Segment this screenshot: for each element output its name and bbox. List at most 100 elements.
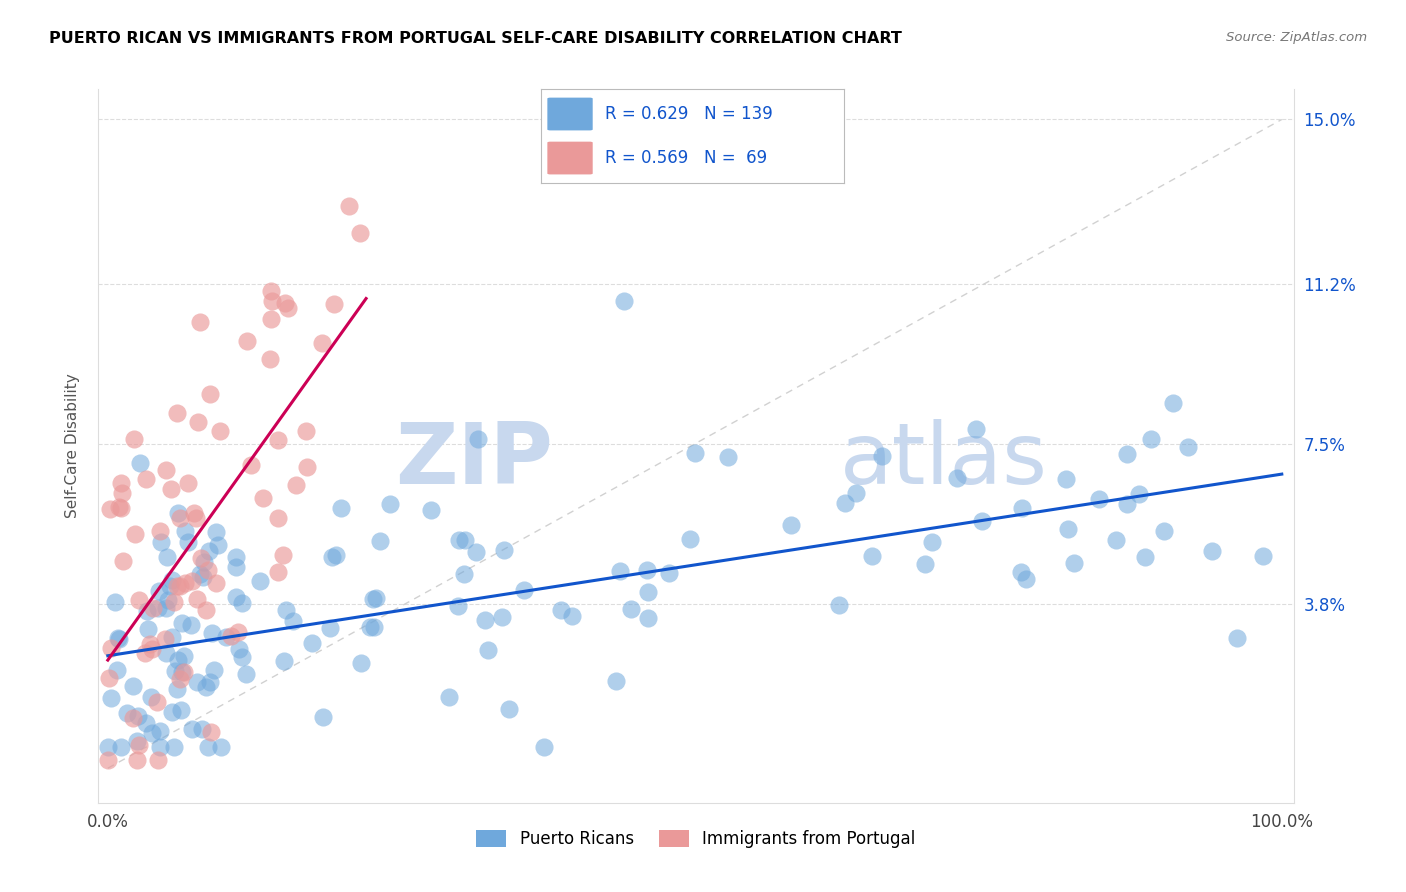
Point: [149, 524, 172, 539]
Point: [198, 386, 221, 401]
Point: [174, 524, 197, 538]
Text: R = 0.569   N =  69: R = 0.569 N = 69: [605, 149, 766, 167]
Point: [679, 532, 702, 546]
Point: [115, 706, 138, 721]
Point: [107, 632, 129, 646]
Point: [1010, 565, 1032, 579]
Point: [129, 456, 152, 470]
Point: [249, 574, 271, 589]
Point: [97, 739, 120, 754]
Point: [1226, 631, 1249, 645]
Point: [337, 199, 360, 213]
Point: [169, 672, 191, 686]
Point: [311, 335, 333, 350]
Point: [273, 654, 295, 668]
Point: [914, 557, 936, 571]
Point: [274, 602, 297, 616]
Point: [135, 716, 157, 731]
Point: [259, 352, 281, 367]
Point: [169, 578, 191, 592]
Point: [141, 725, 163, 739]
Point: [186, 592, 208, 607]
Point: [200, 725, 222, 739]
Point: [166, 579, 188, 593]
Point: [134, 646, 156, 660]
Point: [1063, 556, 1085, 570]
Point: [156, 550, 179, 565]
Point: [100, 690, 122, 705]
Point: [474, 613, 496, 627]
Text: PUERTO RICAN VS IMMIGRANTS FROM PORTUGAL SELF-CARE DISABILITY CORRELATION CHART: PUERTO RICAN VS IMMIGRANTS FROM PORTUGAL…: [49, 31, 903, 46]
Point: [197, 563, 219, 577]
Point: [454, 533, 477, 547]
Point: [163, 739, 186, 754]
Point: [295, 460, 318, 475]
Point: [128, 592, 150, 607]
Point: [191, 722, 214, 736]
Point: [193, 570, 215, 584]
Point: [1135, 550, 1157, 565]
Point: [366, 591, 388, 605]
Point: [240, 458, 263, 472]
Point: [138, 622, 160, 636]
Point: [193, 555, 215, 569]
Point: [231, 596, 253, 610]
Point: [197, 739, 219, 754]
Point: [447, 533, 470, 548]
Point: [780, 518, 803, 533]
Point: [202, 663, 225, 677]
Point: [266, 566, 288, 580]
Point: [231, 650, 253, 665]
Point: [186, 675, 208, 690]
Point: [135, 472, 157, 486]
Point: [260, 312, 283, 326]
Point: [165, 665, 187, 679]
Legend: Puerto Ricans, Immigrants from Portugal: Puerto Ricans, Immigrants from Portugal: [470, 823, 922, 855]
Point: [111, 486, 134, 500]
Point: [330, 501, 353, 516]
Point: [181, 723, 204, 737]
Point: [368, 534, 391, 549]
Point: [870, 449, 893, 463]
Point: [153, 632, 176, 647]
Point: [149, 724, 172, 739]
Point: [122, 679, 145, 693]
Point: [155, 646, 177, 660]
Point: [1115, 447, 1137, 461]
Point: [111, 554, 134, 568]
Point: [135, 604, 157, 618]
Point: [155, 463, 177, 477]
Point: [972, 514, 994, 528]
Point: [190, 566, 212, 581]
Point: [1056, 522, 1078, 536]
Point: [683, 446, 706, 460]
Point: [613, 294, 636, 309]
Point: [141, 641, 163, 656]
Point: [363, 620, 385, 634]
Point: [225, 550, 247, 565]
Point: [201, 625, 224, 640]
Point: [145, 695, 167, 709]
Point: [166, 406, 188, 420]
Point: [141, 690, 163, 704]
Point: [124, 526, 146, 541]
Point: [637, 611, 659, 625]
Point: [1251, 549, 1274, 563]
Point: [209, 739, 232, 754]
Point: [1177, 441, 1199, 455]
Point: [1054, 472, 1077, 486]
Point: [177, 475, 200, 490]
Point: [262, 294, 284, 309]
Point: [492, 543, 515, 558]
Point: [284, 478, 307, 492]
Point: [124, 432, 146, 446]
Point: [219, 629, 242, 643]
Point: [198, 675, 221, 690]
Point: [419, 502, 441, 516]
Point: [183, 506, 205, 520]
Point: [1088, 491, 1111, 506]
FancyBboxPatch shape: [547, 97, 593, 130]
Text: atlas: atlas: [839, 418, 1047, 502]
Point: [110, 500, 132, 515]
Point: [498, 702, 520, 716]
